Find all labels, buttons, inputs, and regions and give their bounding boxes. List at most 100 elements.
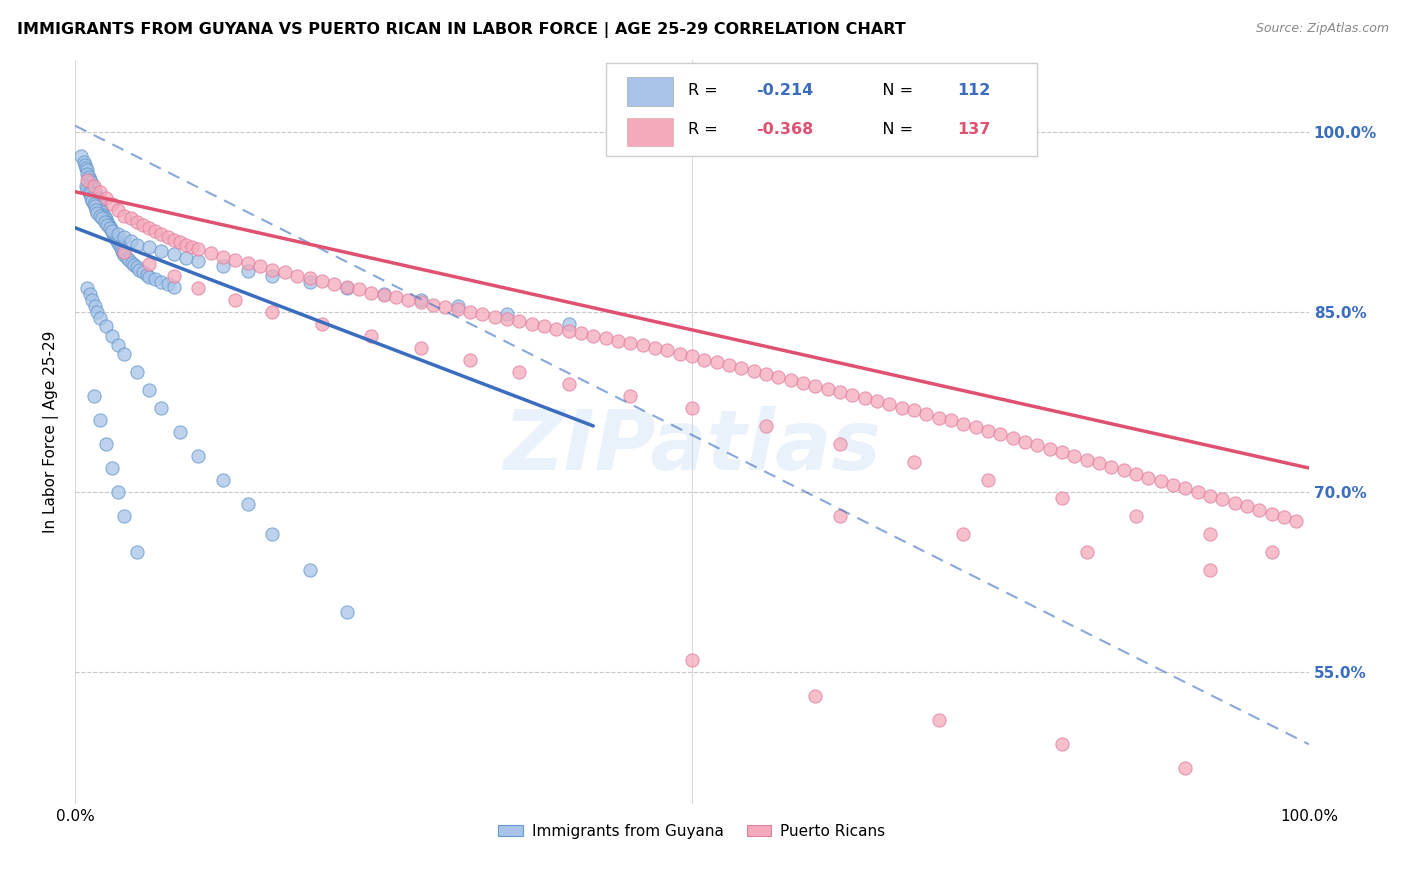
- Point: [79, 286, 101, 301]
- Point: [1161, 478, 1184, 492]
- Point: [82, 178, 104, 193]
- Point: [90, 202, 112, 217]
- Point: [121, 255, 143, 269]
- Point: [496, 312, 519, 326]
- Point: [817, 382, 839, 396]
- Point: [828, 385, 851, 400]
- Point: [298, 563, 321, 577]
- Point: [187, 254, 209, 268]
- Y-axis label: In Labor Force | Age 25-29: In Labor Force | Age 25-29: [44, 331, 59, 533]
- Point: [804, 690, 827, 704]
- Point: [138, 257, 160, 271]
- Point: [93, 208, 115, 222]
- Point: [644, 341, 666, 355]
- Point: [681, 401, 703, 415]
- Point: [174, 237, 197, 252]
- Point: [120, 234, 142, 248]
- Text: R =: R =: [689, 83, 723, 97]
- Point: [181, 240, 204, 254]
- Point: [118, 253, 141, 268]
- Text: Source: ZipAtlas.com: Source: ZipAtlas.com: [1256, 22, 1389, 36]
- Point: [1125, 467, 1147, 481]
- Point: [82, 194, 104, 209]
- FancyBboxPatch shape: [606, 63, 1038, 156]
- Point: [1050, 445, 1073, 459]
- Point: [1099, 459, 1122, 474]
- Point: [100, 222, 122, 236]
- Point: [224, 293, 246, 307]
- Point: [128, 262, 150, 277]
- Point: [1050, 737, 1073, 751]
- Point: [135, 268, 157, 282]
- Point: [619, 389, 641, 403]
- Point: [1211, 492, 1233, 507]
- Point: [91, 205, 114, 219]
- Point: [965, 420, 987, 434]
- Point: [1137, 470, 1160, 484]
- Point: [138, 383, 160, 397]
- Point: [125, 215, 148, 229]
- Point: [396, 293, 419, 307]
- Point: [150, 401, 173, 415]
- Point: [94, 319, 117, 334]
- Text: N =: N =: [868, 83, 918, 97]
- Point: [138, 240, 160, 254]
- Point: [409, 341, 432, 355]
- Point: [75, 161, 97, 175]
- Point: [93, 210, 115, 224]
- Point: [977, 424, 1000, 438]
- Point: [952, 417, 974, 431]
- Point: [668, 347, 690, 361]
- Point: [262, 262, 284, 277]
- Point: [98, 220, 121, 235]
- Point: [323, 277, 346, 292]
- Point: [83, 178, 105, 193]
- Point: [446, 302, 468, 317]
- Point: [89, 196, 111, 211]
- Point: [77, 185, 100, 199]
- Point: [97, 217, 120, 231]
- Point: [755, 368, 778, 382]
- Point: [1174, 761, 1197, 775]
- Point: [169, 425, 191, 439]
- Point: [1199, 489, 1222, 503]
- Legend: Immigrants from Guyana, Puerto Ricans: Immigrants from Guyana, Puerto Ricans: [492, 818, 891, 845]
- Point: [163, 268, 186, 283]
- Point: [124, 258, 146, 272]
- Point: [104, 231, 127, 245]
- Point: [1249, 503, 1271, 517]
- Point: [1236, 500, 1258, 514]
- Point: [163, 279, 186, 293]
- Point: [631, 338, 654, 352]
- Point: [101, 461, 124, 475]
- Point: [298, 271, 321, 285]
- Point: [557, 376, 579, 391]
- Point: [1076, 545, 1098, 559]
- Point: [915, 407, 938, 421]
- Point: [111, 244, 134, 258]
- Point: [249, 259, 271, 273]
- Point: [841, 388, 863, 402]
- Point: [311, 317, 333, 331]
- Point: [83, 299, 105, 313]
- Point: [75, 178, 97, 193]
- Point: [200, 246, 222, 260]
- Point: [143, 224, 166, 238]
- Point: [94, 437, 117, 451]
- Text: N =: N =: [868, 122, 918, 137]
- Point: [569, 326, 592, 341]
- Point: [1261, 545, 1284, 559]
- Text: 112: 112: [957, 83, 991, 97]
- Point: [1187, 485, 1209, 500]
- Point: [150, 275, 173, 289]
- Point: [83, 389, 105, 403]
- Point: [163, 233, 186, 247]
- Point: [108, 239, 131, 253]
- Point: [1014, 434, 1036, 449]
- Point: [125, 365, 148, 379]
- Point: [236, 497, 259, 511]
- Point: [373, 286, 395, 301]
- Point: [86, 305, 108, 319]
- Point: [730, 361, 752, 376]
- Point: [84, 187, 107, 202]
